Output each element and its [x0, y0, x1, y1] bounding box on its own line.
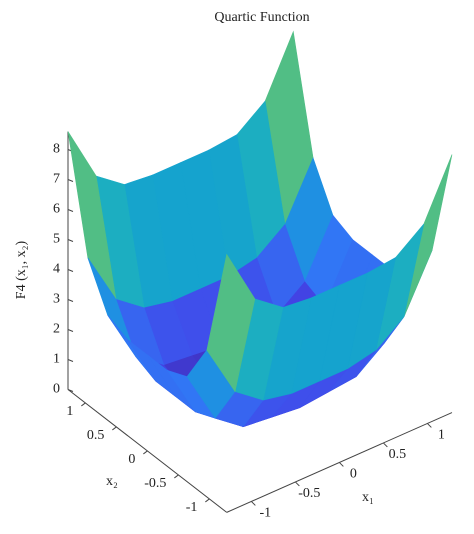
z-tick	[67, 179, 74, 182]
z-tick-label: 1	[53, 352, 60, 367]
chart-title: Quartic Function	[214, 10, 309, 25]
z-tick-label: 6	[53, 202, 60, 217]
x2-tick-label: 0.5	[87, 428, 105, 443]
z-axis-label: F4 (x₁, x₂)	[14, 240, 29, 299]
x2-tick-label: 0	[128, 452, 135, 467]
x1-tick	[383, 442, 388, 448]
x2-tick-label: 1	[66, 404, 73, 419]
z-tick	[67, 269, 74, 272]
z-tick	[67, 359, 74, 362]
axis-line	[67, 389, 228, 513]
z-tick-label: 4	[53, 262, 60, 277]
z-tick-label: 3	[53, 292, 60, 307]
x1-tick	[251, 501, 256, 506]
z-tick	[67, 389, 74, 392]
surface-patch	[206, 253, 256, 393]
z-tick	[67, 239, 74, 242]
z-tick-label: 5	[53, 232, 60, 247]
x2-tick	[205, 498, 210, 503]
x1-axis-label: x₁	[362, 490, 374, 505]
z-tick-label: 7	[53, 172, 60, 187]
x2-tick	[174, 474, 179, 479]
x1-tick-label: 1	[438, 428, 445, 443]
x2-tick	[112, 426, 117, 431]
surface-patch	[403, 154, 453, 317]
z-tick	[67, 329, 74, 332]
x1-tick-label: 0	[350, 467, 357, 482]
z-tick-label: 0	[53, 382, 60, 397]
x1-tick-label: -1	[260, 506, 272, 521]
x2-tick-label: -0.5	[144, 476, 166, 491]
x1-tick	[339, 462, 344, 467]
z-tick-label: 2	[53, 322, 60, 337]
x1-tick	[427, 423, 432, 428]
z-tick	[67, 299, 74, 302]
x2-tick	[81, 402, 86, 407]
z-tick-label: 8	[53, 142, 60, 157]
x2-tick-label: -1	[186, 500, 198, 515]
x1-tick-label: -0.5	[298, 486, 320, 501]
x2-tick	[143, 450, 148, 455]
z-tick	[67, 209, 74, 212]
x1-tick-label: 0.5	[389, 447, 407, 462]
x2-axis-label: x₂	[106, 474, 118, 489]
x1-tick	[295, 481, 300, 487]
